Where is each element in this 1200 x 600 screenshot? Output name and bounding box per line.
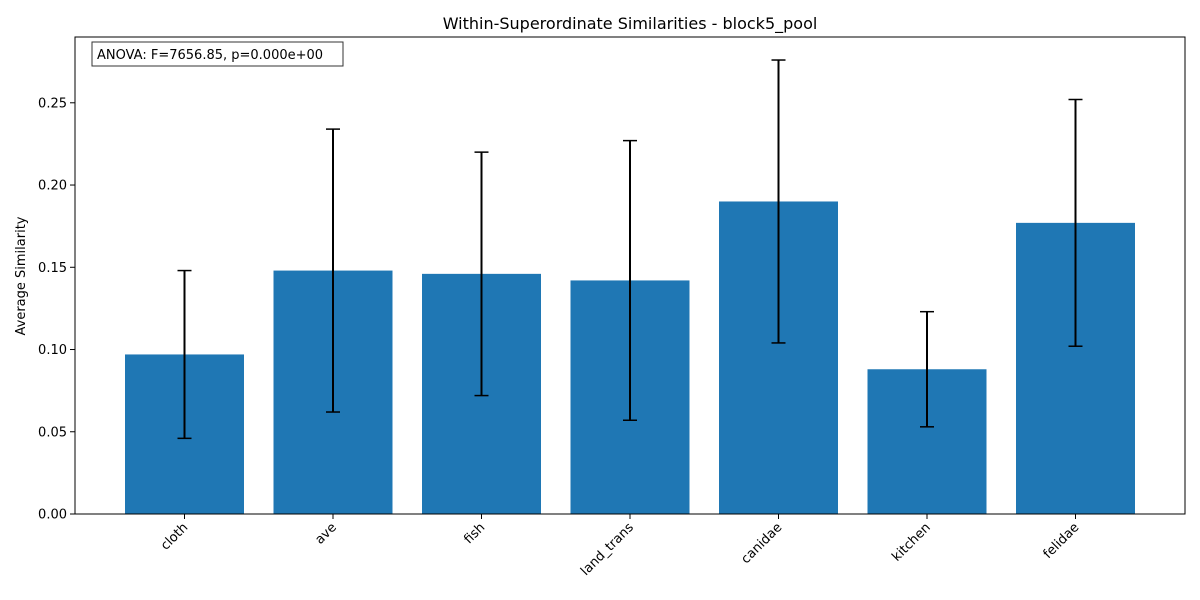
x-tick-label: canidae: [739, 520, 786, 567]
x-tick-label: land_trans: [578, 520, 637, 579]
x-tick-label: fish: [461, 520, 488, 547]
anova-annotation: ANOVA: F=7656.85, p=0.000e+00: [91, 41, 344, 67]
plot-frame: [74, 36, 1186, 515]
x-tick-label: felidae: [1041, 520, 1083, 562]
y-tick-label: 0.20: [38, 179, 67, 194]
annotation-box: [91, 41, 344, 67]
x-tick-label: kitchen: [889, 520, 933, 564]
y-tick-label: 0.05: [38, 425, 67, 440]
y-axis: 0.00 0.05 0.10 0.15 0.20 0.25: [38, 96, 75, 523]
x-tick-label: cloth: [158, 520, 191, 553]
chart-title: Within-Superordinate Similarities - bloc…: [443, 14, 818, 34]
y-axis-label: Average Similarity: [14, 216, 29, 335]
x-tick-label: ave: [312, 520, 339, 547]
y-tick-label: 0.15: [38, 261, 67, 276]
error-bars-layer: [177, 59, 1083, 440]
y-tick-label: 0.25: [38, 96, 67, 111]
y-tick-label: 0.10: [38, 343, 67, 358]
x-axis: cloth ave fish land_trans canidae kitchen feli…: [158, 514, 1082, 579]
annotation-text: ANOVA: F=7656.85, p=0.000e+00: [97, 48, 323, 63]
y-tick-label: 0.00: [38, 508, 67, 523]
